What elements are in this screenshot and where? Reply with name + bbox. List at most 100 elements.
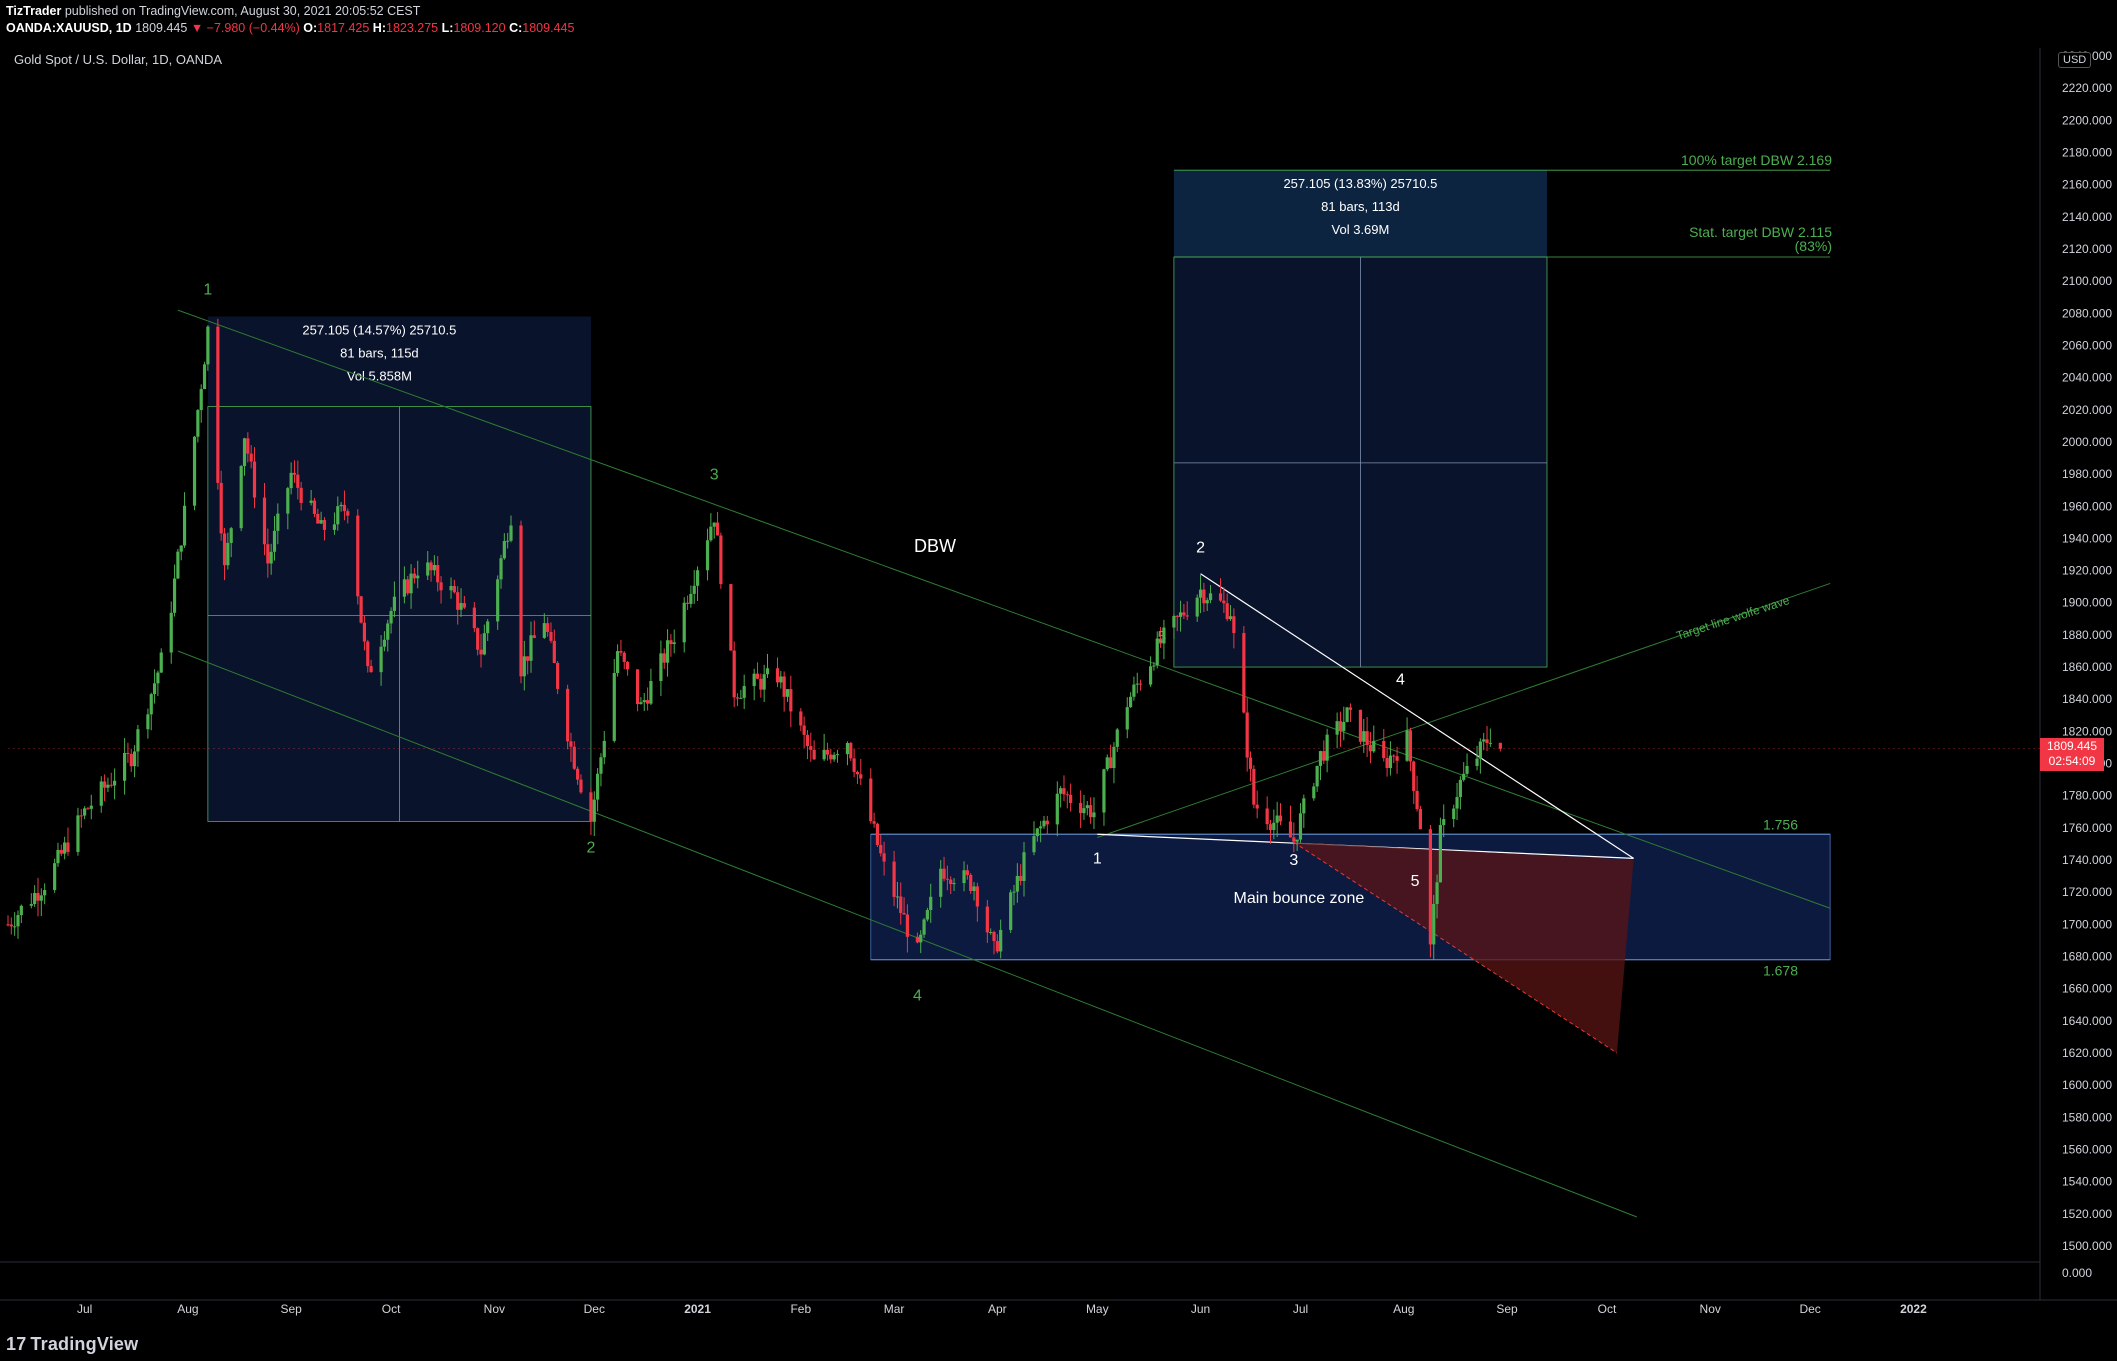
candle-body xyxy=(1388,755,1393,769)
candle-body xyxy=(159,652,163,673)
candle-body xyxy=(436,565,440,583)
x-tick-label: Oct xyxy=(382,1302,401,1316)
wave-label-white: 5 xyxy=(1411,873,1420,890)
candle-body xyxy=(789,689,793,712)
y-tick-label: 1520.000 xyxy=(2062,1207,2112,1221)
candle-body xyxy=(1252,768,1256,805)
candle-body xyxy=(502,541,506,559)
candle-body xyxy=(576,768,580,780)
candle-body xyxy=(775,668,780,683)
candle-body xyxy=(599,757,603,774)
y-tick-label: 1660.000 xyxy=(2062,982,2112,996)
candle-body xyxy=(1342,721,1346,731)
measure-box-2-line2: 81 bars, 113d xyxy=(1321,199,1400,214)
candle-body xyxy=(1298,813,1303,840)
candle-body xyxy=(805,734,810,747)
candle-body xyxy=(1158,638,1163,644)
footer: 17 TradingView xyxy=(0,1330,2117,1361)
candle-body xyxy=(226,542,230,566)
candle-body xyxy=(569,741,573,747)
candle-body xyxy=(206,326,210,365)
candle-body xyxy=(1475,758,1479,766)
stat-target-label: Stat. target DBW 2.115 xyxy=(1689,224,1832,240)
candle-body xyxy=(519,525,523,677)
candle-body xyxy=(859,774,863,779)
publish-header: TizTrader published on TradingView.com, … xyxy=(0,0,2117,44)
candle-body xyxy=(1135,683,1139,685)
candle-body xyxy=(332,524,337,530)
candle-body xyxy=(482,633,486,655)
candle-body xyxy=(152,683,157,695)
candle-body xyxy=(379,646,383,673)
candle-body xyxy=(1045,820,1049,825)
y-tick-label: 2000.000 xyxy=(2062,435,2112,449)
candle-body xyxy=(106,784,110,788)
candle-body xyxy=(156,672,160,684)
candle-body xyxy=(1408,730,1413,762)
close-label: C: xyxy=(509,21,523,35)
candle-body xyxy=(1348,707,1353,710)
candle-body xyxy=(462,603,466,608)
tradingview-logo[interactable]: 17 TradingView xyxy=(6,1334,138,1355)
last-price: 1809.445 xyxy=(135,21,188,35)
candle-body xyxy=(1268,824,1273,830)
y-tick-label: 1860.000 xyxy=(2062,660,2112,674)
candle-body xyxy=(759,678,763,690)
candle-body xyxy=(1062,788,1066,795)
candle-body xyxy=(905,914,910,937)
author-name[interactable]: TizTrader xyxy=(6,4,62,18)
candle-body xyxy=(13,926,17,928)
y-tick-label: 1560.000 xyxy=(2062,1142,2112,1156)
candle-body xyxy=(33,892,37,905)
y-tick-label: 1960.000 xyxy=(2062,499,2112,513)
candle-body xyxy=(812,749,816,760)
x-tick-label: Sep xyxy=(280,1302,302,1316)
candle-body xyxy=(645,700,650,704)
candle-body xyxy=(1452,808,1456,820)
candle-body xyxy=(1012,891,1016,893)
candle-body xyxy=(665,640,670,663)
candle-body xyxy=(79,815,83,817)
price-chart[interactable]: 2 2 4 0.000 2220.000 2200.000 2180.000 2160.000… xyxy=(0,0,2117,1330)
last-price-badge: 1809.445 02:54:09 xyxy=(2040,738,2104,771)
candle-body xyxy=(1245,712,1249,758)
candle-body xyxy=(892,861,896,897)
wolfe-line-2-4 xyxy=(1200,573,1634,859)
candle-body xyxy=(426,562,430,576)
x-tick-label: Feb xyxy=(790,1302,811,1316)
measure-box-1-line3: Vol 5.858M xyxy=(347,369,412,384)
wolfe-target-label: Target line wolfe wave xyxy=(1675,593,1792,643)
candle-body xyxy=(249,453,253,462)
candle-body xyxy=(266,544,270,564)
candle-body xyxy=(1428,829,1432,945)
currency-badge[interactable]: USD xyxy=(2058,52,2092,68)
candle-body xyxy=(635,669,640,705)
candle-body xyxy=(1338,721,1343,731)
wave-label-green: 3 xyxy=(710,466,719,483)
candle-body xyxy=(705,540,710,571)
candle-body xyxy=(782,676,786,697)
candle-body xyxy=(1222,600,1226,604)
x-tick-label: Jul xyxy=(77,1302,92,1316)
wave-label-green: 5 xyxy=(1157,629,1166,646)
candle-body xyxy=(616,651,620,673)
candle-body xyxy=(216,326,220,483)
candle-body xyxy=(989,931,993,933)
candle-body xyxy=(739,697,743,699)
candle-body xyxy=(835,754,840,756)
candle-body xyxy=(1292,837,1296,842)
candle-body xyxy=(246,438,250,454)
open-value: 1817.425 xyxy=(317,21,370,35)
candle-body xyxy=(999,929,1003,952)
candle-body xyxy=(529,635,533,661)
candle-body xyxy=(1085,805,1089,809)
y-tick-label: 1760.000 xyxy=(2062,821,2112,835)
candle-body xyxy=(549,631,553,641)
candle-body xyxy=(732,650,736,698)
candle-body xyxy=(1248,757,1253,769)
candle-body xyxy=(1462,773,1466,780)
candle-body xyxy=(262,497,267,545)
candle-body xyxy=(309,500,313,503)
chart-title: Gold Spot / U.S. Dollar, 1D, OANDA xyxy=(14,52,223,67)
candle-body xyxy=(229,528,233,543)
